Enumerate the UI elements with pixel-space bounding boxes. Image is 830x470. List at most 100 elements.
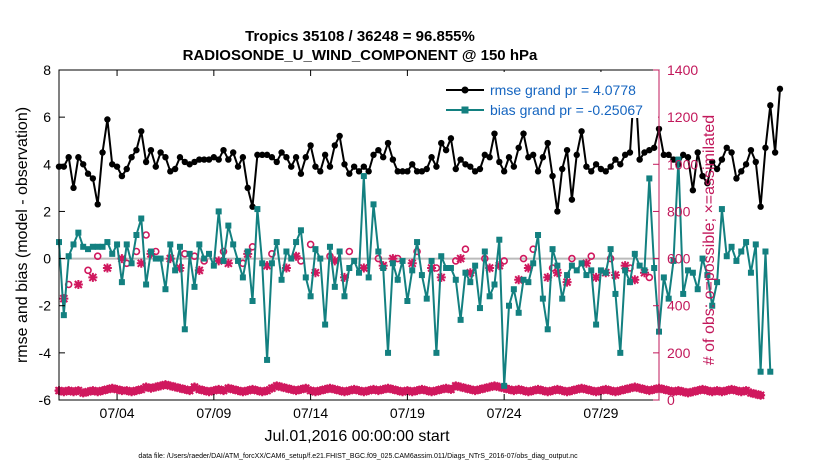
rmse-point <box>496 158 503 166</box>
bias-point <box>288 255 295 262</box>
obs-assimilated-point <box>620 261 630 271</box>
obs-possible-point <box>84 266 92 275</box>
bias-point <box>99 243 106 250</box>
bias-point <box>680 290 687 297</box>
bias-point <box>283 248 290 255</box>
obs-assimilated-point <box>136 258 146 268</box>
obs-assimilated-point <box>596 386 606 396</box>
rmse-point <box>694 149 701 156</box>
bias-point <box>568 262 575 269</box>
obs-assimilated-point <box>402 386 412 396</box>
rmse-point <box>757 203 764 210</box>
bias-point <box>486 293 493 300</box>
obs-assimilated-point <box>238 387 248 397</box>
rmse-point <box>481 151 489 159</box>
bias-point <box>167 241 174 248</box>
rmse-point <box>529 151 537 159</box>
obs-assimilated-point <box>528 386 538 396</box>
bias-point <box>704 272 711 279</box>
obs-assimilated-point <box>78 388 88 398</box>
obs-possible-point <box>645 273 654 282</box>
rmse-point <box>181 158 189 166</box>
bias-point <box>220 257 227 264</box>
bias-point <box>138 215 145 222</box>
bias-point <box>554 262 561 269</box>
obs-possible-point <box>587 252 596 261</box>
obs-assimilated-point <box>649 384 659 394</box>
obs-assimilated-point <box>456 382 466 392</box>
rmse-point <box>341 161 348 168</box>
y-tick-label: -4 <box>39 345 52 361</box>
y-tick-label: 4 <box>43 156 51 172</box>
rmse-point <box>486 154 493 161</box>
obs-assimilated-point <box>364 386 374 396</box>
obs-assimilated-point <box>315 386 325 396</box>
rmse-line <box>59 77 781 212</box>
rmse-point <box>607 163 614 170</box>
rmse-point <box>476 165 484 173</box>
rmse-point <box>317 168 324 175</box>
rmse-point <box>500 168 508 175</box>
x-axis-label: Jul.01,2016 00:00:00 start <box>264 428 450 445</box>
rmse-point <box>152 163 159 170</box>
rmse-point <box>559 165 566 173</box>
obs-assimilated-point <box>480 383 490 393</box>
obs-assimilated-point <box>93 387 103 397</box>
obs-assimilated-point <box>156 381 166 391</box>
rmse-point <box>409 161 416 168</box>
bias-point <box>506 302 512 309</box>
obs-assimilated-point <box>136 384 146 394</box>
rmse-point <box>118 172 126 180</box>
obs-assimilated-point <box>262 386 272 396</box>
bias-point <box>249 298 256 304</box>
rmse-point <box>176 154 184 161</box>
y2-tick-label: 1000 <box>667 156 698 172</box>
rmse-point <box>370 151 377 159</box>
bias-point <box>510 286 517 293</box>
rmse-point <box>225 156 232 163</box>
obs-assimilated-point <box>330 256 340 266</box>
obs-assimilated-point <box>349 384 359 394</box>
obs-assimilated-point <box>267 383 277 393</box>
obs-assimilated-point <box>189 382 199 392</box>
bias-point <box>389 260 396 267</box>
bias-point <box>728 243 735 250</box>
bias-point <box>181 326 188 333</box>
rmse-point <box>433 163 440 170</box>
obs-assimilated-point <box>702 386 712 396</box>
obs-assimilated-point <box>175 263 185 273</box>
bias-point <box>176 243 183 250</box>
rmse-point <box>186 161 193 168</box>
bias-point <box>515 309 522 316</box>
bias-point <box>617 349 624 356</box>
obs-assimilated-point <box>214 256 224 266</box>
rmse-point <box>109 161 116 168</box>
y-tick-label: 2 <box>43 203 51 219</box>
obs-assimilated-point <box>669 387 679 397</box>
rmse-point <box>665 151 672 159</box>
obs-assimilated-point <box>727 384 737 394</box>
rmse-point <box>263 151 271 159</box>
obs-assimilated-point <box>509 386 519 396</box>
bias-point <box>636 262 643 269</box>
obs-assimilated-point <box>436 384 446 394</box>
rmse-point <box>771 149 779 156</box>
rmse-point <box>510 163 518 170</box>
obs-assimilated-point <box>199 386 209 396</box>
obs-assimilated-point <box>659 384 669 394</box>
bias-point <box>433 349 440 356</box>
obs-assimilated-point <box>552 268 562 278</box>
bias-point <box>118 279 125 286</box>
bias-point <box>186 250 193 257</box>
obs-assimilated-point <box>117 254 127 264</box>
obs-assimilated-point <box>388 384 398 394</box>
rmse-point <box>157 149 164 156</box>
rmse-point <box>336 132 343 140</box>
bias-point <box>210 262 217 269</box>
rmse-point <box>592 161 600 168</box>
obs-assimilated-point <box>533 384 543 394</box>
x-tick-label: 07/09 <box>196 405 231 421</box>
bias-point <box>631 250 638 257</box>
obs-assimilated-point <box>581 384 591 394</box>
obs-assimilated-point <box>644 386 654 396</box>
